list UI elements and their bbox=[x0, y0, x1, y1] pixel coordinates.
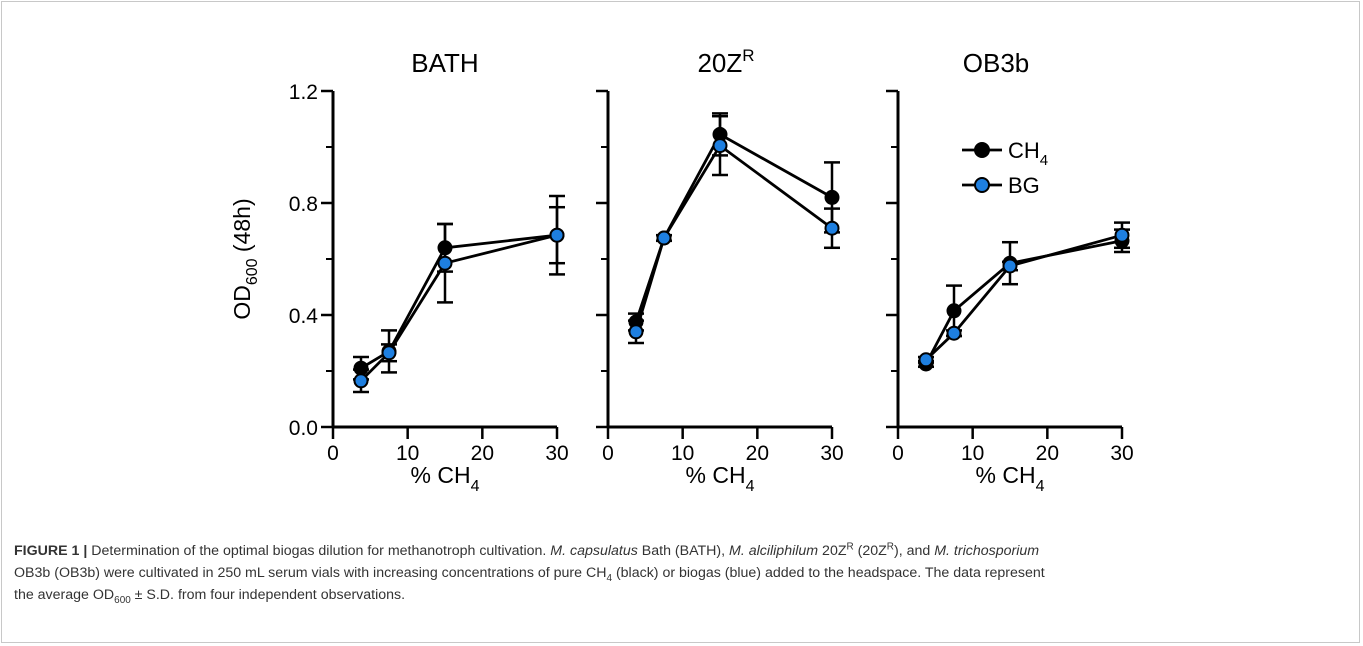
series-line-bg bbox=[634, 143, 833, 333]
x-tick-label: 20 bbox=[471, 442, 494, 465]
x-tick-label: 20 bbox=[746, 442, 769, 465]
x-axis-label: % CH4 bbox=[976, 462, 1045, 495]
x-tick-label: 0 bbox=[327, 442, 339, 465]
legend: CH4 BG bbox=[962, 138, 1048, 198]
data-point-bg bbox=[1114, 227, 1130, 243]
data-point-ch4 bbox=[946, 303, 962, 319]
x-axis-label: % CH4 bbox=[686, 462, 755, 495]
data-point-bg bbox=[824, 220, 840, 236]
data-point-ch4 bbox=[437, 240, 453, 256]
caption-label: FIGURE 1 | bbox=[14, 543, 88, 559]
legend-marker bbox=[974, 142, 990, 158]
chart-panel-20zr: 20ZR 0 10 20 30 % CH4 bbox=[596, 46, 844, 495]
y-tick-label: 0.4 bbox=[289, 305, 319, 328]
legend-marker bbox=[974, 177, 990, 193]
data-point-bg bbox=[1002, 258, 1018, 274]
data-point-bg bbox=[381, 345, 397, 361]
series-line-ch4 bbox=[634, 132, 833, 323]
legend-label: BG bbox=[1008, 173, 1040, 198]
chart-title: OB3b bbox=[963, 48, 1030, 78]
series-line-bg bbox=[925, 233, 1123, 361]
data-point-bg bbox=[549, 227, 565, 243]
x-tick-label: 30 bbox=[545, 442, 568, 465]
figure-charts: BATH 0.0 0.4 0.8 1.2 0 10 20 30 % CH4 OD600 (48h) 2… bbox=[229, 46, 1134, 495]
y-tick-label: 1.2 bbox=[289, 81, 318, 104]
data-point-bg bbox=[628, 324, 644, 340]
data-point-ch4 bbox=[824, 189, 840, 205]
x-tick-label: 30 bbox=[820, 442, 843, 465]
caption-line-3: the average OD600 ± S.D. from four indep… bbox=[14, 587, 406, 606]
chart-title: BATH bbox=[411, 48, 478, 78]
data-point-bg bbox=[437, 255, 453, 271]
data-point-ch4 bbox=[353, 360, 369, 376]
x-tick-label: 0 bbox=[602, 442, 614, 465]
x-tick-label: 30 bbox=[1110, 442, 1133, 465]
y-tick-label: 0.8 bbox=[289, 193, 318, 216]
chart-panel-ob3b: OB3b 0 10 20 30 % CH4 CH4 BG bbox=[886, 48, 1134, 495]
y-axis-label: OD600 (48h) bbox=[229, 198, 261, 319]
series-line-bg bbox=[360, 233, 558, 382]
figure-caption: FIGURE 1 | Determination of the optimal … bbox=[14, 540, 1349, 606]
data-point-bg bbox=[946, 325, 962, 341]
series-line-ch4 bbox=[924, 239, 1123, 365]
caption-line-1: FIGURE 1 | Determination of the optimal … bbox=[14, 541, 1040, 559]
data-point-bg bbox=[353, 373, 369, 389]
x-tick-label: 10 bbox=[396, 442, 419, 465]
y-tick-label: 0.0 bbox=[289, 417, 318, 440]
data-point-bg bbox=[918, 352, 934, 368]
chart-panel-bath: BATH 0.0 0.4 0.8 1.2 0 10 20 30 % CH4 OD600 (48h) bbox=[229, 48, 569, 495]
chart-title: 20ZR bbox=[697, 46, 754, 78]
x-axis-label: % CH4 bbox=[411, 462, 480, 495]
caption-line-2: OB3b (OB3b) were cultivated in 250 mL se… bbox=[14, 565, 1045, 584]
x-tick-label: 10 bbox=[671, 442, 694, 465]
x-tick-label: 10 bbox=[961, 442, 984, 465]
x-tick-label: 20 bbox=[1036, 442, 1059, 465]
legend-label: CH4 bbox=[1008, 138, 1048, 169]
x-tick-label: 0 bbox=[892, 442, 904, 465]
series-line-ch4 bbox=[360, 233, 558, 370]
data-point-bg bbox=[712, 138, 728, 154]
data-point-bg bbox=[656, 230, 672, 246]
